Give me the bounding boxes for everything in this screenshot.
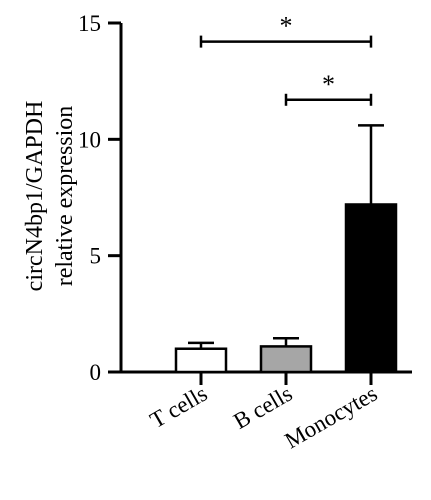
- y-axis-label-line1: circN4bp1/GAPDH: [22, 101, 48, 292]
- y-axis-label-line2: relative expression: [52, 106, 78, 287]
- x-tick-label: T cells: [146, 381, 212, 433]
- bars: [174, 203, 398, 374]
- significance-brackets: **: [199, 12, 373, 106]
- y-axis-title: circN4bp1/GAPDH relative expression: [22, 101, 78, 292]
- y-tick-label: 5: [90, 244, 102, 269]
- bar: [344, 203, 398, 374]
- significance-star: *: [322, 70, 335, 99]
- significance-star: *: [280, 12, 293, 41]
- x-tick-label: Monocytes: [280, 381, 381, 454]
- x-tick-label: B cells: [229, 381, 296, 434]
- bar: [259, 345, 313, 374]
- y-tick-label: 10: [78, 127, 101, 152]
- bar: [174, 347, 228, 374]
- y-tick-label: 15: [78, 11, 101, 36]
- y-tick-label: 0: [90, 360, 102, 385]
- error-bars: [188, 124, 384, 349]
